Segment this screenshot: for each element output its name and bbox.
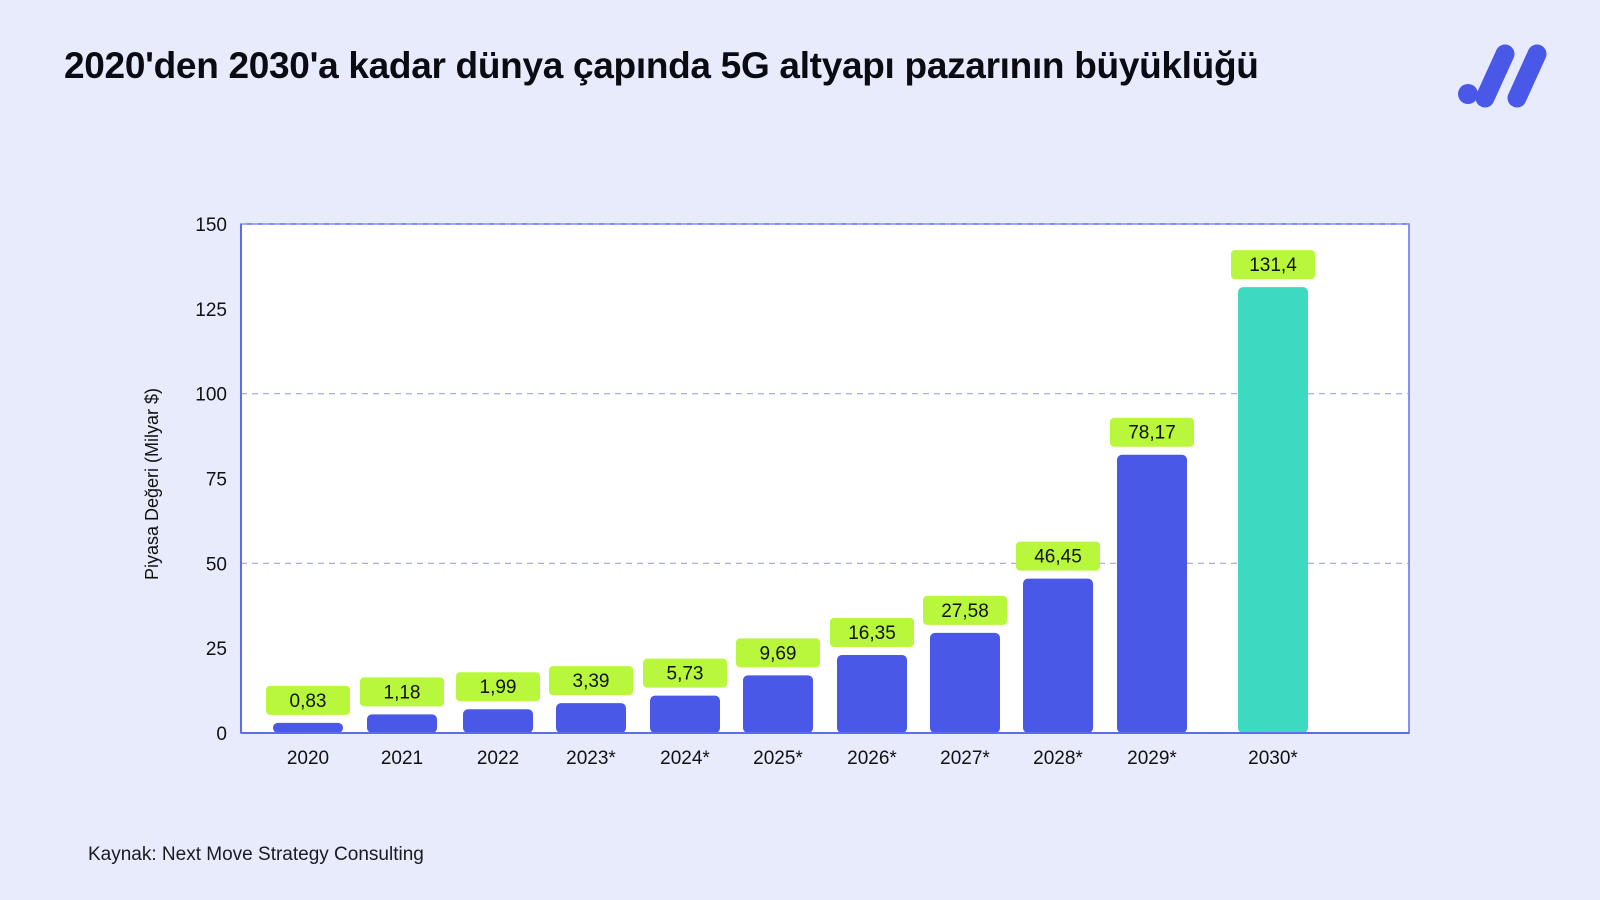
x-tick-label: 2026*: [847, 748, 897, 769]
data-label-pill: [266, 685, 350, 715]
data-label: 27,58: [941, 601, 989, 622]
bar-2026: [837, 654, 907, 733]
data-labels: 0,83 1,18 1,99 3,39 5,73 9,69 16,35 27,58 46,45 7…: [266, 250, 1315, 715]
y-tick-label: 75: [206, 470, 227, 491]
x-tick-label: 2021: [381, 748, 423, 769]
x-tick-label: 2030*: [1248, 748, 1298, 769]
data-label-pill: [1231, 250, 1315, 280]
bar-2028: [1023, 578, 1093, 733]
bar-2020: [273, 722, 343, 733]
bar-2024: [650, 695, 720, 733]
x-tick-label: 2028*: [1033, 748, 1083, 769]
y-tick-label: 125: [195, 300, 227, 321]
data-label-pill: [923, 595, 1007, 625]
brand-logo-icon: [1458, 44, 1547, 108]
tick-labels: 0 25 50 75 100 125 150 2020 2021 2022 2023* 2024* 20…: [195, 215, 1298, 769]
data-label-pill: [1016, 541, 1100, 571]
data-label: 0,83: [290, 691, 327, 712]
y-tick-label: 50: [206, 554, 227, 575]
y-tick-label: 0: [216, 724, 227, 745]
data-label: 46,45: [1034, 547, 1082, 568]
bar-2022: [463, 709, 533, 733]
source-note: Kaynak: Next Move Strategy Consulting: [88, 844, 424, 865]
bar-2021: [367, 714, 437, 733]
data-label-pill: [736, 638, 820, 668]
data-label: 9,69: [760, 643, 797, 664]
bar-2025: [743, 675, 813, 733]
bar-2027: [930, 632, 1000, 733]
y-axis-label: Piyasa Değeri (Milyar $): [142, 388, 162, 580]
x-tick-label: 2020: [287, 748, 329, 769]
data-label-pill: [360, 677, 444, 707]
data-label: 131,4: [1249, 255, 1297, 276]
y-tick-label: 25: [206, 639, 227, 660]
grid-lines: [240, 223, 1410, 734]
bar-2030: [1238, 287, 1308, 733]
axes: [240, 224, 1409, 734]
y-tick-label: 150: [195, 215, 227, 236]
data-label-pill: [549, 666, 633, 696]
data-label: 1,18: [384, 682, 421, 703]
x-tick-label: 2029*: [1127, 748, 1177, 769]
x-tick-label: 2024*: [660, 748, 710, 769]
plot-area: [240, 223, 1410, 734]
data-label-pill: [830, 617, 914, 647]
data-label-pill: [456, 672, 540, 702]
bar-2029: [1117, 454, 1187, 733]
x-tick-label: 2022: [477, 748, 519, 769]
y-tick-label: 100: [195, 385, 227, 406]
x-tick-label: 2027*: [940, 748, 990, 769]
data-label: 78,17: [1128, 423, 1176, 444]
data-label-pill: [643, 658, 727, 688]
chart-title: 2020'den 2030'a kadar dünya çapında 5G a…: [64, 45, 1259, 86]
bars: [273, 287, 1308, 733]
data-label-pill: [1110, 417, 1194, 447]
bar-2023: [556, 703, 626, 733]
data-label: 3,39: [573, 671, 610, 692]
x-tick-label: 2023*: [566, 748, 616, 769]
data-label: 5,73: [667, 664, 704, 685]
data-label: 16,35: [848, 623, 896, 644]
x-tick-label: 2025*: [753, 748, 803, 769]
data-label: 1,99: [480, 677, 517, 698]
